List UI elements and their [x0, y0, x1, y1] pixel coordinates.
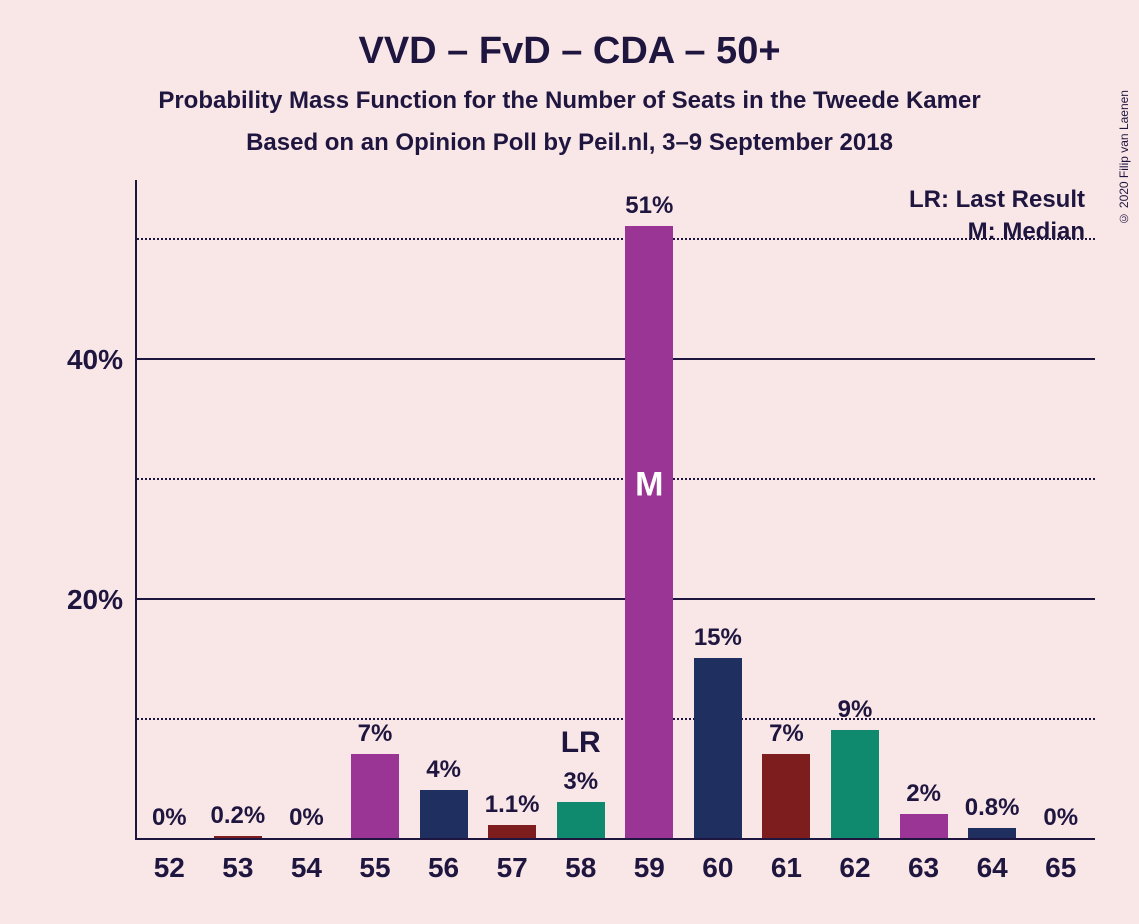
bar: 0.8% — [968, 828, 1016, 838]
bar-value-label: 1.1% — [485, 791, 540, 819]
x-tick-label: 58 — [565, 852, 596, 884]
legend-lr: LR: Last Result — [909, 186, 1085, 214]
bar-annotation: LR — [561, 726, 601, 760]
gridline — [137, 238, 1095, 240]
bar: 1.1% — [488, 825, 536, 838]
bar: 15% — [694, 658, 742, 838]
bar-annotation: M — [635, 466, 663, 505]
y-tick-label: 40% — [67, 344, 123, 376]
x-tick-label: 64 — [977, 852, 1008, 884]
y-tick-label: 20% — [67, 584, 123, 616]
gridline — [137, 478, 1095, 480]
x-tick-label: 54 — [291, 852, 322, 884]
x-axis-line — [135, 838, 1095, 840]
bar-value-label: 0% — [152, 804, 187, 832]
x-tick-label: 59 — [634, 852, 665, 884]
legend-m: M: Median — [909, 218, 1085, 246]
bar-value-label: 7% — [769, 720, 804, 748]
x-tick-label: 60 — [702, 852, 733, 884]
bar: 51% — [625, 226, 673, 838]
bar-value-label: 2% — [906, 780, 941, 808]
bar: 9% — [831, 730, 879, 838]
bar-value-label: 51% — [625, 192, 673, 220]
x-tick-label: 62 — [839, 852, 870, 884]
bar: 4% — [420, 790, 468, 838]
gridline — [137, 718, 1095, 720]
x-tick-label: 63 — [908, 852, 939, 884]
plot-area: LR: Last Result M: Median 20%40%52535455… — [135, 180, 1095, 840]
bar-value-label: 3% — [563, 768, 598, 796]
x-tick-label: 65 — [1045, 852, 1076, 884]
legend: LR: Last Result M: Median — [909, 186, 1085, 250]
x-tick-label: 53 — [222, 852, 253, 884]
x-tick-label: 52 — [154, 852, 185, 884]
chart-container: VVD – FvD – CDA – 50+ Probability Mass F… — [0, 0, 1139, 924]
chart-title: VVD – FvD – CDA – 50+ — [40, 30, 1099, 73]
bar-value-label: 0.8% — [965, 794, 1020, 822]
bar: 3% — [557, 802, 605, 838]
bar-value-label: 4% — [426, 756, 461, 784]
bar: 0.2% — [214, 836, 262, 838]
gridline — [137, 598, 1095, 600]
gridline — [137, 358, 1095, 360]
bar: 7% — [762, 754, 810, 838]
bar-value-label: 0% — [289, 804, 324, 832]
x-tick-label: 57 — [497, 852, 528, 884]
chart-subtitle-1: Probability Mass Function for the Number… — [40, 87, 1099, 115]
x-tick-label: 56 — [428, 852, 459, 884]
chart-subtitle-2: Based on an Opinion Poll by Peil.nl, 3–9… — [40, 129, 1099, 157]
bar-value-label: 0% — [1043, 804, 1078, 832]
bar-value-label: 0.2% — [210, 802, 265, 830]
x-tick-label: 55 — [359, 852, 390, 884]
bar: 7% — [351, 754, 399, 838]
y-axis-line — [135, 180, 137, 840]
bar-value-label: 9% — [838, 696, 873, 724]
bar-value-label: 15% — [694, 624, 742, 652]
bar-value-label: 7% — [358, 720, 393, 748]
bar: 2% — [900, 814, 948, 838]
x-tick-label: 61 — [771, 852, 802, 884]
